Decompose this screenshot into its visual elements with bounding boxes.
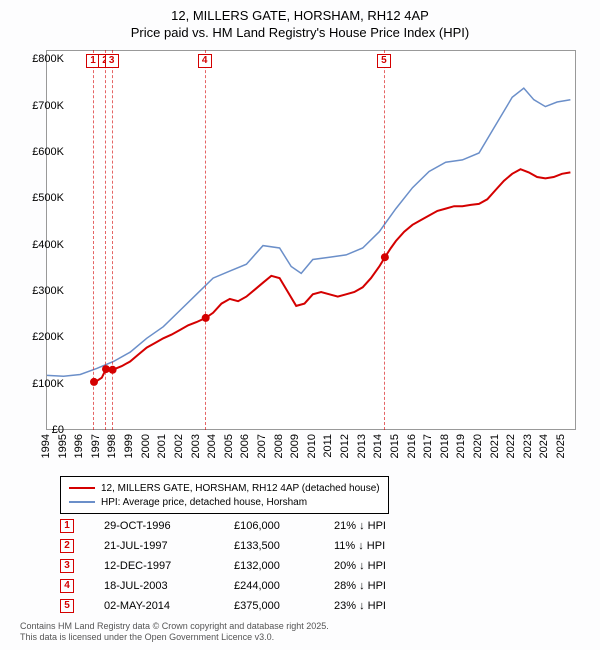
title-block: 12, MILLERS GATE, HORSHAM, RH12 4AP Pric…: [0, 0, 600, 40]
title-subtitle: Price paid vs. HM Land Registry's House …: [0, 25, 600, 40]
x-tick-label: 1999: [123, 434, 135, 458]
sale-vline: [205, 50, 206, 430]
table-pct: 11% ↓ HPI: [334, 540, 434, 552]
table-price: £132,000: [234, 560, 334, 572]
x-tick-label: 2005: [223, 434, 235, 458]
plot-svg: [47, 51, 577, 431]
x-tick-label: 2021: [489, 434, 501, 458]
table-pct: 28% ↓ HPI: [334, 580, 434, 592]
x-tick-label: 2003: [190, 434, 202, 458]
sale-marker-box: 3: [105, 54, 119, 68]
legend-swatch: [69, 501, 95, 503]
x-tick-label: 2012: [339, 434, 351, 458]
plot-area: [46, 50, 576, 430]
x-tick-label: 2013: [356, 434, 368, 458]
sale-marker-box: 4: [198, 54, 212, 68]
legend-label: HPI: Average price, detached house, Hors…: [101, 497, 307, 508]
legend-swatch: [69, 487, 95, 490]
y-tick-label: £300K: [20, 285, 64, 297]
chart-container: 12, MILLERS GATE, HORSHAM, RH12 4AP Pric…: [0, 0, 600, 650]
table-marker-box: 1: [60, 519, 74, 533]
x-tick-label: 2024: [538, 434, 550, 458]
legend: 12, MILLERS GATE, HORSHAM, RH12 4AP (det…: [60, 476, 389, 514]
table-date: 29-OCT-1996: [104, 520, 234, 532]
table-price: £375,000: [234, 600, 334, 612]
footer-line: Contains HM Land Registry data © Crown c…: [20, 621, 329, 633]
table-row: 1 29-OCT-1996£106,00021% ↓ HPI: [60, 516, 434, 536]
y-tick-label: £200K: [20, 331, 64, 343]
legend-item: HPI: Average price, detached house, Hors…: [69, 495, 380, 509]
table-row: 4 18-JUL-2003£244,00028% ↓ HPI: [60, 576, 434, 596]
x-tick-label: 2007: [256, 434, 268, 458]
x-tick-label: 2011: [322, 434, 334, 458]
x-tick-label: 2010: [306, 434, 318, 458]
table-price: £106,000: [234, 520, 334, 532]
table-date: 12-DEC-1997: [104, 560, 234, 572]
x-tick-label: 2000: [140, 434, 152, 458]
table-pct: 23% ↓ HPI: [334, 600, 434, 612]
y-tick-label: £400K: [20, 239, 64, 251]
x-tick-label: 1996: [73, 434, 85, 458]
x-tick-label: 2001: [156, 434, 168, 458]
x-tick-label: 1998: [106, 434, 118, 458]
table-row: 5 02-MAY-2014£375,00023% ↓ HPI: [60, 596, 434, 616]
table-marker-box: 3: [60, 559, 74, 573]
x-tick-label: 2020: [472, 434, 484, 458]
title-address: 12, MILLERS GATE, HORSHAM, RH12 4AP: [0, 8, 600, 23]
x-tick-label: 1994: [40, 434, 52, 458]
table-marker-box: 5: [60, 599, 74, 613]
x-tick-label: 1997: [90, 434, 102, 458]
x-tick-label: 2002: [173, 434, 185, 458]
y-tick-label: £100K: [20, 378, 64, 390]
legend-item: 12, MILLERS GATE, HORSHAM, RH12 4AP (det…: [69, 481, 380, 495]
x-tick-label: 2018: [439, 434, 451, 458]
table-row: 2 21-JUL-1997£133,50011% ↓ HPI: [60, 536, 434, 556]
sale-vline: [384, 50, 385, 430]
x-tick-label: 2016: [406, 434, 418, 458]
x-tick-label: 2015: [389, 434, 401, 458]
sale-vline: [112, 50, 113, 430]
sales-table: 1 29-OCT-1996£106,00021% ↓ HPI 2 21-JUL-199…: [60, 516, 434, 616]
x-tick-label: 2022: [505, 434, 517, 458]
table-date: 21-JUL-1997: [104, 540, 234, 552]
sale-vline: [105, 50, 106, 430]
footer: Contains HM Land Registry data © Crown c…: [20, 621, 329, 644]
table-price: £244,000: [234, 580, 334, 592]
x-tick-label: 1995: [57, 434, 69, 458]
legend-label: 12, MILLERS GATE, HORSHAM, RH12 4AP (det…: [101, 483, 380, 494]
x-tick-label: 2009: [289, 434, 301, 458]
table-marker-box: 4: [60, 579, 74, 593]
x-tick-label: 2004: [206, 434, 218, 458]
table-row: 3 12-DEC-1997£132,00020% ↓ HPI: [60, 556, 434, 576]
footer-line: This data is licensed under the Open Gov…: [20, 632, 329, 644]
y-tick-label: £500K: [20, 192, 64, 204]
sale-marker-box: 5: [377, 54, 391, 68]
y-tick-label: £600K: [20, 146, 64, 158]
x-tick-label: 2006: [239, 434, 251, 458]
x-tick-label: 2014: [372, 434, 384, 458]
table-pct: 21% ↓ HPI: [334, 520, 434, 532]
table-date: 02-MAY-2014: [104, 600, 234, 612]
x-tick-label: 2019: [455, 434, 467, 458]
y-tick-label: £700K: [20, 100, 64, 112]
table-date: 18-JUL-2003: [104, 580, 234, 592]
y-tick-label: £800K: [20, 53, 64, 65]
x-tick-label: 2025: [555, 434, 567, 458]
sale-vline: [93, 50, 94, 430]
table-pct: 20% ↓ HPI: [334, 560, 434, 572]
table-price: £133,500: [234, 540, 334, 552]
x-tick-label: 2023: [522, 434, 534, 458]
table-marker-box: 2: [60, 539, 74, 553]
x-tick-label: 2017: [422, 434, 434, 458]
x-tick-label: 2008: [273, 434, 285, 458]
